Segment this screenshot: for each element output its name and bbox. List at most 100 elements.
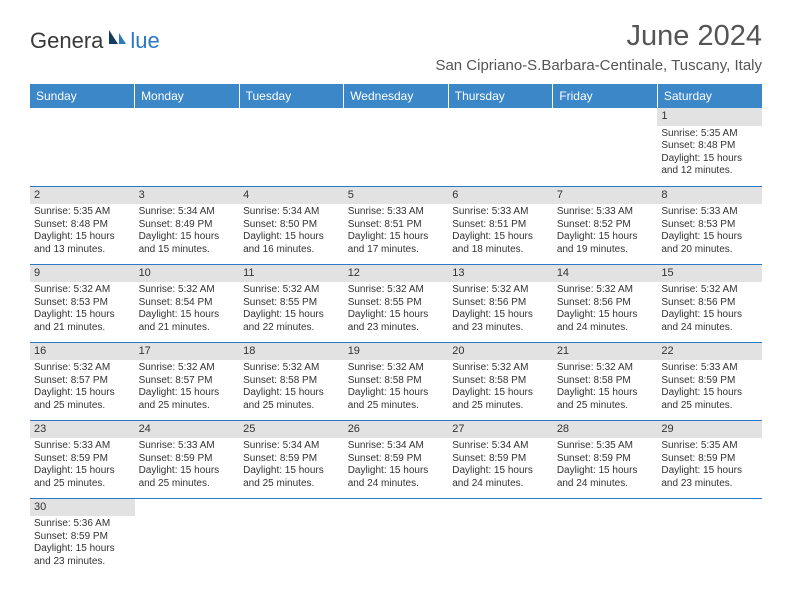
- day-sunrise: Sunrise: 5:33 AM: [661, 362, 758, 375]
- calendar-table: SundayMondayTuesdayWednesdayThursdayFrid…: [30, 84, 762, 576]
- calendar-day-cell: 26Sunrise: 5:34 AMSunset: 8:59 PMDayligh…: [344, 420, 449, 498]
- day-sunrise: Sunrise: 5:33 AM: [34, 440, 131, 453]
- day-number: 15: [657, 265, 762, 283]
- day-sunrise: Sunrise: 5:33 AM: [452, 206, 549, 219]
- day-sunrise: Sunrise: 5:32 AM: [348, 362, 445, 375]
- day-daylight1: Daylight: 15 hours: [661, 465, 758, 478]
- calendar-empty-cell: [657, 498, 762, 576]
- day-number: 7: [553, 187, 658, 205]
- calendar-day-cell: 1Sunrise: 5:35 AMSunset: 8:48 PMDaylight…: [657, 108, 762, 186]
- calendar-empty-cell: [553, 108, 658, 186]
- calendar-week-row: 16Sunrise: 5:32 AMSunset: 8:57 PMDayligh…: [30, 342, 762, 420]
- day-sunset: Sunset: 8:59 PM: [348, 453, 445, 466]
- day-daylight2: and 25 minutes.: [557, 400, 654, 413]
- calendar-empty-cell: [553, 498, 658, 576]
- day-number: 20: [448, 343, 553, 361]
- day-daylight1: Daylight: 15 hours: [34, 465, 131, 478]
- day-sunset: Sunset: 8:56 PM: [452, 297, 549, 310]
- calendar-empty-cell: [448, 498, 553, 576]
- calendar-day-cell: 10Sunrise: 5:32 AMSunset: 8:54 PMDayligh…: [135, 264, 240, 342]
- weekday-header: Friday: [553, 84, 658, 108]
- day-number: 30: [30, 499, 135, 517]
- calendar-day-cell: 2Sunrise: 5:35 AMSunset: 8:48 PMDaylight…: [30, 186, 135, 264]
- day-daylight1: Daylight: 15 hours: [661, 231, 758, 244]
- day-sunset: Sunset: 8:48 PM: [661, 140, 758, 153]
- calendar-empty-cell: [30, 108, 135, 186]
- day-sunrise: Sunrise: 5:32 AM: [348, 284, 445, 297]
- day-number: 21: [553, 343, 658, 361]
- day-daylight1: Daylight: 15 hours: [661, 309, 758, 322]
- day-sunrise: Sunrise: 5:33 AM: [661, 206, 758, 219]
- day-number: 25: [239, 421, 344, 439]
- calendar-day-cell: 29Sunrise: 5:35 AMSunset: 8:59 PMDayligh…: [657, 420, 762, 498]
- day-number: 9: [30, 265, 135, 283]
- day-daylight2: and 23 minutes.: [34, 556, 131, 569]
- day-sunrise: Sunrise: 5:32 AM: [452, 362, 549, 375]
- day-daylight1: Daylight: 15 hours: [348, 309, 445, 322]
- day-number: 22: [657, 343, 762, 361]
- calendar-body: 1Sunrise: 5:35 AMSunset: 8:48 PMDaylight…: [30, 108, 762, 576]
- day-number: 5: [344, 187, 449, 205]
- day-daylight1: Daylight: 15 hours: [139, 309, 236, 322]
- calendar-week-row: 30Sunrise: 5:36 AMSunset: 8:59 PMDayligh…: [30, 498, 762, 576]
- title-block: June 2024 San Cipriano-S.Barbara-Centina…: [435, 20, 762, 74]
- calendar-day-cell: 23Sunrise: 5:33 AMSunset: 8:59 PMDayligh…: [30, 420, 135, 498]
- day-daylight2: and 25 minutes.: [243, 478, 340, 491]
- day-sunset: Sunset: 8:49 PM: [139, 219, 236, 232]
- day-number: 13: [448, 265, 553, 283]
- calendar-day-cell: 16Sunrise: 5:32 AMSunset: 8:57 PMDayligh…: [30, 342, 135, 420]
- calendar-empty-cell: [239, 108, 344, 186]
- calendar-day-cell: 27Sunrise: 5:34 AMSunset: 8:59 PMDayligh…: [448, 420, 553, 498]
- day-sunrise: Sunrise: 5:35 AM: [34, 206, 131, 219]
- day-number: 28: [553, 421, 658, 439]
- day-daylight2: and 19 minutes.: [557, 244, 654, 257]
- day-sunrise: Sunrise: 5:32 AM: [34, 362, 131, 375]
- day-daylight2: and 25 minutes.: [348, 400, 445, 413]
- weekday-header: Sunday: [30, 84, 135, 108]
- day-daylight1: Daylight: 15 hours: [557, 465, 654, 478]
- day-daylight1: Daylight: 15 hours: [348, 465, 445, 478]
- weekday-row: SundayMondayTuesdayWednesdayThursdayFrid…: [30, 84, 762, 108]
- calendar-week-row: 9Sunrise: 5:32 AMSunset: 8:53 PMDaylight…: [30, 264, 762, 342]
- month-title: June 2024: [435, 20, 762, 53]
- day-sunset: Sunset: 8:57 PM: [139, 375, 236, 388]
- day-sunset: Sunset: 8:59 PM: [34, 531, 131, 544]
- day-sunset: Sunset: 8:58 PM: [452, 375, 549, 388]
- day-sunset: Sunset: 8:48 PM: [34, 219, 131, 232]
- day-daylight1: Daylight: 15 hours: [243, 387, 340, 400]
- day-sunrise: Sunrise: 5:32 AM: [243, 284, 340, 297]
- day-number: 27: [448, 421, 553, 439]
- day-sunset: Sunset: 8:57 PM: [34, 375, 131, 388]
- calendar-day-cell: 21Sunrise: 5:32 AMSunset: 8:58 PMDayligh…: [553, 342, 658, 420]
- day-daylight2: and 15 minutes.: [139, 244, 236, 257]
- day-sunrise: Sunrise: 5:36 AM: [34, 518, 131, 531]
- day-number: 29: [657, 421, 762, 439]
- logo-text-blue: lue: [130, 28, 159, 54]
- weekday-header: Saturday: [657, 84, 762, 108]
- day-sunrise: Sunrise: 5:32 AM: [139, 362, 236, 375]
- calendar-day-cell: 5Sunrise: 5:33 AMSunset: 8:51 PMDaylight…: [344, 186, 449, 264]
- day-sunset: Sunset: 8:52 PM: [557, 219, 654, 232]
- day-sunset: Sunset: 8:58 PM: [348, 375, 445, 388]
- weekday-header: Thursday: [448, 84, 553, 108]
- calendar-empty-cell: [135, 108, 240, 186]
- day-daylight2: and 24 minutes.: [452, 478, 549, 491]
- day-sunset: Sunset: 8:59 PM: [557, 453, 654, 466]
- day-sunrise: Sunrise: 5:33 AM: [557, 206, 654, 219]
- day-daylight1: Daylight: 15 hours: [452, 231, 549, 244]
- day-number: 4: [239, 187, 344, 205]
- day-daylight2: and 24 minutes.: [557, 322, 654, 335]
- day-daylight1: Daylight: 15 hours: [557, 231, 654, 244]
- day-number: 16: [30, 343, 135, 361]
- calendar-day-cell: 12Sunrise: 5:32 AMSunset: 8:55 PMDayligh…: [344, 264, 449, 342]
- day-daylight2: and 21 minutes.: [139, 322, 236, 335]
- day-daylight1: Daylight: 15 hours: [348, 231, 445, 244]
- day-sunrise: Sunrise: 5:32 AM: [139, 284, 236, 297]
- day-daylight2: and 25 minutes.: [139, 400, 236, 413]
- day-sunset: Sunset: 8:51 PM: [348, 219, 445, 232]
- day-daylight1: Daylight: 15 hours: [139, 465, 236, 478]
- day-daylight1: Daylight: 15 hours: [243, 231, 340, 244]
- calendar-week-row: 23Sunrise: 5:33 AMSunset: 8:59 PMDayligh…: [30, 420, 762, 498]
- day-daylight2: and 25 minutes.: [34, 478, 131, 491]
- calendar-empty-cell: [448, 108, 553, 186]
